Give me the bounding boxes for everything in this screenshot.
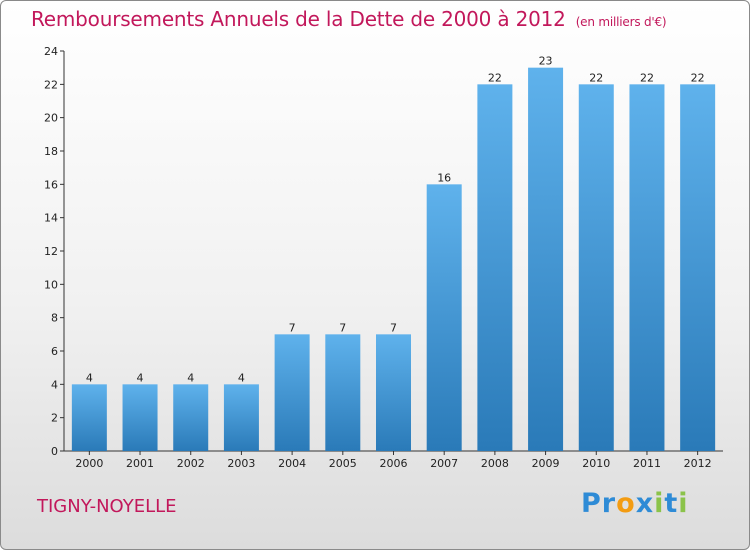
logo-letter: o [616,488,636,519]
y-tick-label: 8 [51,312,58,325]
y-tick-label: 14 [44,212,58,225]
bar [629,84,665,451]
chart-unit: (en milliers d'€) [575,15,667,29]
bar-value-label: 22 [691,71,705,84]
chart-title: Remboursements Annuels de la Dette de 20… [31,7,667,31]
x-tick-label: 2000 [75,457,103,470]
bar [680,84,716,451]
x-tick-label: 2009 [532,457,560,470]
y-tick-label: 18 [44,145,58,158]
bar-value-label: 4 [137,371,144,384]
bar-value-label: 7 [289,321,296,334]
bar [173,384,209,451]
bar [71,384,107,451]
y-tick-label: 6 [51,345,58,358]
bar-value-label: 7 [339,321,346,334]
logo-letter: x [635,488,655,519]
x-tick-label: 2008 [481,457,509,470]
x-tick-label: 2011 [633,457,661,470]
bar [274,334,310,451]
chart-bars: 4 4 4 4 7 7 7 16 22 23 22 22 22 [71,55,716,452]
bar-value-label: 7 [390,321,397,334]
y-tick-label: 22 [44,78,58,91]
x-tick-label: 2005 [329,457,357,470]
logo-letter: i [678,488,689,519]
bar-value-label: 23 [539,55,553,68]
bar [376,334,411,451]
bar-value-label: 16 [437,171,451,184]
bar-value-label: 22 [640,71,654,84]
x-tick-label: 2012 [684,457,712,470]
y-tick-label: 24 [44,45,58,58]
bar [223,384,259,451]
logo-letter: i [654,488,665,519]
y-tick-label: 16 [44,178,58,191]
bar [426,184,462,452]
bar [477,84,513,451]
y-tick-label: 10 [44,278,58,291]
bar [578,84,614,451]
logo-letter: r [601,488,617,519]
bar-value-label: 22 [589,71,603,84]
logo-letter: t [664,488,679,519]
bar-value-label: 22 [488,71,502,84]
chart-title-text: Remboursements Annuels de la Dette de 20… [31,7,566,31]
commune-name: TIGNY-NOYELLE [37,496,177,517]
y-tick-label: 0 [51,445,58,458]
x-tick-label: 2006 [380,457,408,470]
x-tick-label: 2007 [430,457,458,470]
x-tick-label: 2010 [582,457,610,470]
bar-value-label: 4 [86,371,93,384]
y-tick-label: 12 [44,245,58,258]
x-tick-label: 2002 [177,457,205,470]
logo-letter: P [581,488,602,519]
bar [325,334,361,451]
bar-value-label: 4 [187,371,194,384]
y-tick-label: 2 [51,412,58,425]
y-tick-label: 20 [44,112,58,125]
x-tick-label: 2003 [227,457,255,470]
x-tick-label: 2004 [278,457,306,470]
bar [528,67,564,452]
x-tick-label: 2001 [126,457,154,470]
proxiti-logo: Proxiti [581,488,689,519]
bar [122,384,158,451]
bar-value-label: 4 [238,371,245,384]
y-tick-label: 4 [51,378,58,391]
